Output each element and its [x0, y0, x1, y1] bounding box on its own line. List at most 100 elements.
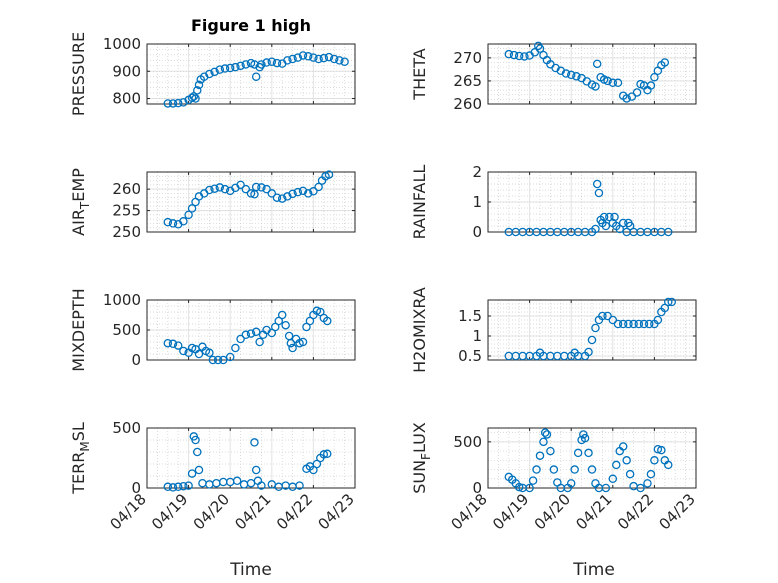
- data-point: [281, 320, 290, 330]
- data-point: [627, 92, 637, 101]
- data-point: [267, 189, 277, 198]
- data-point: [584, 448, 593, 458]
- data-point: [298, 186, 308, 196]
- data-point: [599, 212, 609, 222]
- y-axis-label: PRESSURE: [69, 32, 88, 116]
- data-point: [601, 221, 611, 231]
- data-point: [173, 98, 183, 108]
- data-point: [210, 67, 219, 77]
- data-point: [179, 346, 188, 356]
- data-point: [191, 435, 200, 445]
- data-point: [219, 355, 228, 365]
- data-point: [219, 477, 228, 487]
- data-point: [205, 69, 214, 79]
- data-point: [212, 478, 221, 488]
- data-point: [194, 465, 204, 475]
- data-point: [629, 481, 638, 491]
- subplot-air-temp: 250 255 260 AIRTEMP: [69, 168, 356, 241]
- data-point: [193, 447, 202, 457]
- x-tick-label: 04/21: [572, 490, 615, 533]
- axes-box: [146, 171, 356, 233]
- data-point: [653, 315, 663, 325]
- subplot-theta: 260 265 270 THETA: [410, 41, 697, 113]
- y-tick-label: 0: [472, 479, 482, 497]
- data-point: [618, 442, 628, 451]
- data-point: [549, 465, 559, 474]
- y-tick-label: 1: [472, 193, 482, 211]
- subplot-pressure: 800 900 1000 PRESSURE: [69, 32, 356, 116]
- data-point: [215, 183, 225, 192]
- data-point: [215, 65, 225, 74]
- data-point: [225, 352, 235, 362]
- data-point: [208, 355, 218, 365]
- data-point: [236, 61, 245, 71]
- y-axis-label: THETA: [410, 48, 429, 100]
- data-point: [650, 456, 659, 465]
- data-point: [592, 59, 602, 69]
- data-point: [532, 465, 541, 474]
- data-point: [319, 53, 329, 63]
- data-point: [335, 56, 344, 65]
- data-point: [283, 56, 292, 65]
- data-point: [179, 98, 188, 107]
- data-point: [608, 78, 618, 88]
- y-tick-label: 250: [112, 223, 141, 241]
- data-point: [288, 189, 297, 199]
- data-point: [622, 94, 631, 103]
- data-point: [566, 479, 576, 488]
- data-point: [257, 183, 266, 192]
- data-point: [632, 88, 642, 97]
- data-point: [236, 334, 245, 344]
- data-point: [591, 224, 600, 234]
- data-point: [314, 182, 323, 192]
- subplot-rainfall: 0 1 2 RAINFALL: [410, 163, 697, 241]
- data-point: [657, 445, 666, 455]
- data-point: [272, 193, 282, 202]
- axes-box: [146, 427, 356, 489]
- data-point: [288, 343, 297, 353]
- y-tick-label: 0: [472, 223, 482, 241]
- data-point: [205, 348, 214, 358]
- data-point: [546, 446, 555, 456]
- data-point: [220, 184, 230, 194]
- data-point: [587, 335, 597, 345]
- y-tick-label: 500: [112, 419, 141, 437]
- axes-box: [487, 299, 697, 361]
- data-point: [168, 219, 178, 228]
- data-point: [646, 81, 656, 90]
- data-point: [570, 465, 579, 474]
- data-point: [643, 479, 652, 488]
- data-point: [644, 319, 654, 329]
- data-point: [561, 69, 571, 78]
- data-point: [163, 217, 173, 227]
- y-tick-label: 255: [112, 202, 141, 220]
- data-point: [629, 319, 638, 329]
- x-tick-label: 04/21: [231, 490, 274, 533]
- y-axis-label: MIXDEPTH: [69, 288, 88, 371]
- data-point: [251, 327, 261, 337]
- data-point: [293, 53, 303, 62]
- x-tick-label: 04/22: [614, 490, 657, 533]
- y-tick-label: 265: [453, 72, 482, 90]
- data-point: [298, 337, 308, 347]
- data-point: [198, 478, 207, 488]
- data-point: [205, 480, 214, 489]
- data-point: [625, 469, 635, 479]
- data-point: [634, 319, 644, 329]
- data-point: [323, 316, 332, 326]
- subplot-h2omixra: 0.5 1 1.5 H2OMIXRA: [410, 287, 697, 373]
- data-point: [520, 52, 529, 61]
- data-point: [231, 62, 240, 72]
- data-point: [257, 481, 266, 490]
- data-point: [340, 57, 349, 66]
- data-point: [168, 339, 178, 349]
- y-tick-label: 0.5: [458, 347, 482, 365]
- data-point: [324, 170, 334, 179]
- data-point: [525, 483, 534, 493]
- data-point: [618, 218, 628, 228]
- y-tick-label: 900: [112, 62, 141, 80]
- data-point: [220, 64, 230, 73]
- data-point: [603, 311, 612, 321]
